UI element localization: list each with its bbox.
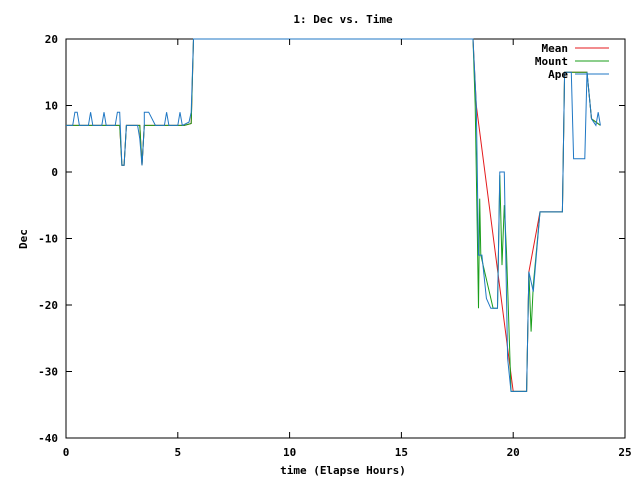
y-tick-label: -20 — [38, 299, 58, 312]
y-tick-label: 10 — [45, 100, 58, 113]
x-tick-label: 15 — [395, 446, 408, 459]
y-tick-label: 0 — [51, 166, 58, 179]
x-tick-label: 5 — [174, 446, 181, 459]
x-tick-label: 10 — [283, 446, 296, 459]
x-tick-label: 20 — [507, 446, 520, 459]
series-line-ape — [66, 38, 601, 392]
y-axis-label: Dec — [17, 229, 30, 249]
chart-title: 1: Dec vs. Time — [293, 13, 393, 26]
y-tick-label: 20 — [45, 33, 58, 46]
legend-label-ape: Ape — [548, 68, 568, 81]
x-tick-label: 0 — [63, 446, 70, 459]
y-tick-label: -40 — [38, 432, 58, 445]
x-tick-label: 25 — [618, 446, 631, 459]
legend-label-mean: Mean — [542, 42, 569, 55]
legend-label-mount: Mount — [535, 55, 568, 68]
y-tick-label: -10 — [38, 233, 58, 246]
y-tick-label: -30 — [38, 366, 58, 379]
axis-ticks: 0 5 10 15 20 25 -40 -30 -20 -10 0 10 20 — [38, 33, 632, 459]
x-axis-label: time (Elapse Hours) — [280, 464, 406, 477]
